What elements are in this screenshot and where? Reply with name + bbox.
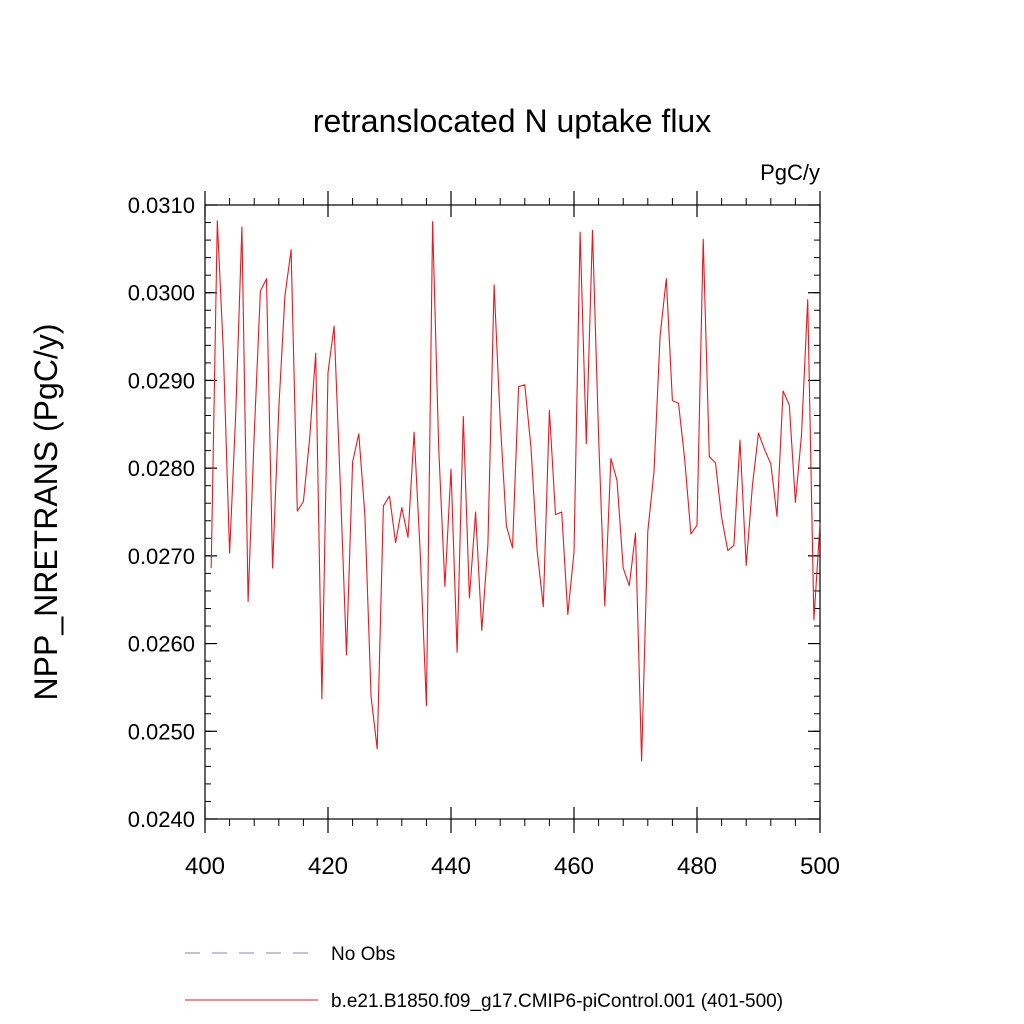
y-tick-label: 0.0240 (128, 807, 195, 832)
series-line-1 (210, 220, 821, 762)
legend-label-1: b.e21.B1850.f09_g17.CMIP6-piControl.001 … (331, 991, 783, 1012)
x-tick-label: 420 (308, 853, 348, 880)
y-tick-label: 0.0290 (128, 368, 195, 393)
x-tick-label: 480 (677, 853, 717, 880)
plot-border (204, 204, 821, 820)
y-tick-label: 0.0280 (128, 456, 195, 481)
x-axis-ticks: 400 420 440 460 480 500 (185, 191, 840, 880)
series-lines (210, 220, 821, 762)
y-tick-label: 0.0260 (128, 632, 195, 657)
y-tick-label: 0.0270 (128, 544, 195, 569)
legend-label-0: No Obs (331, 944, 395, 965)
units-label: PgC/y (760, 160, 820, 185)
y-tick-label: 0.0310 (128, 193, 195, 218)
x-tick-label: 500 (800, 853, 840, 880)
y-tick-label: 0.0250 (128, 719, 195, 744)
x-tick-label: 440 (431, 853, 471, 880)
plot-frame (204, 204, 821, 820)
y-tick-label: 0.0300 (128, 281, 195, 306)
legend: No Obs b.e21.B1850.f09_g17.CMIP6-piContro… (185, 944, 783, 1012)
x-tick-label: 400 (185, 853, 225, 880)
y-axis-label: NPP_NRETRANS (PgC/y) (28, 324, 64, 701)
x-minor-ticks (229, 198, 796, 826)
chart-title: retranslocated N uptake flux (313, 103, 711, 139)
x-tick-label: 460 (554, 853, 594, 880)
y-minor-ticks (205, 204, 820, 820)
